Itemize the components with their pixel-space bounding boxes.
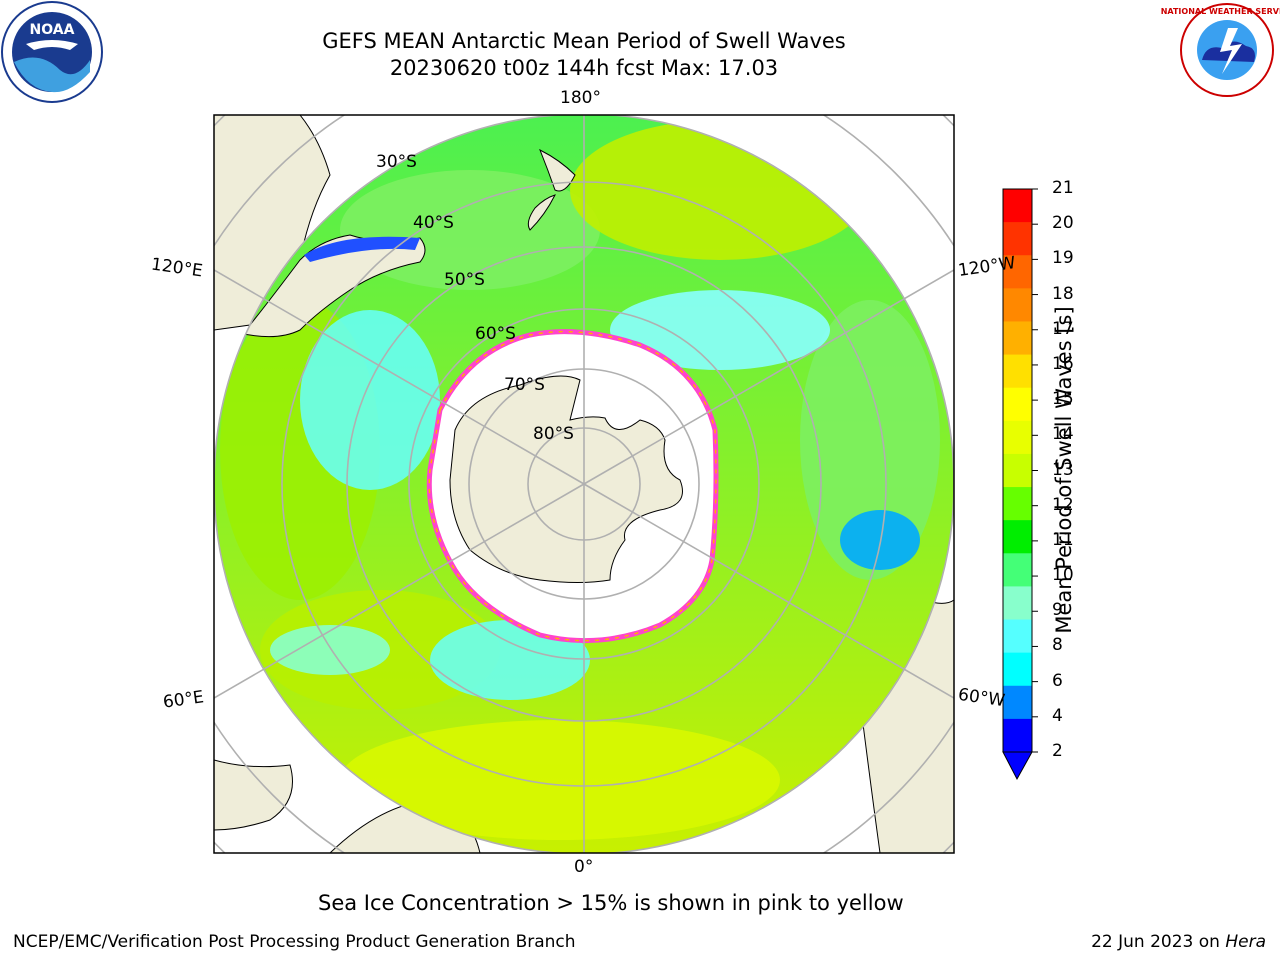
noaa-logo-icon: NOAA (1, 1, 103, 103)
footer-date: 22 Jun 2023 on Hera (1091, 932, 1266, 952)
nws-logo-text: NATIONAL WEATHER SERVICE (1161, 7, 1280, 16)
noaa-logo-text: NOAA (30, 22, 75, 38)
lon-label-180: 180° (560, 88, 601, 108)
lat-label-30s: 30°S (376, 152, 417, 172)
nws-logo-icon: NATIONAL WEATHER SERVICE (1161, 3, 1280, 97)
colorbar-segment (1003, 222, 1032, 256)
colorbar-extend-arrow (1002, 751, 1033, 781)
colorbar-tick-label: 19 (1052, 248, 1074, 269)
colorbar-segment (1003, 354, 1032, 389)
graticule (214, 115, 954, 853)
lat-label-60s: 60°S (475, 324, 516, 344)
colorbar-segment (1003, 520, 1032, 554)
colorbar-tick-label: 17 (1052, 318, 1074, 339)
colorbar-segment (1003, 718, 1032, 753)
colorbar-segment (1003, 685, 1032, 720)
chart-subtitle: 20230620 t00z 144h fcst Max: 17.03 (389, 56, 779, 80)
colorbar-title: Mean Period of Swell Waves [s] (1052, 306, 1076, 634)
map-area (214, 115, 954, 853)
colorbar-tick-label: 21 (1052, 178, 1074, 198)
colorbar-segment (1003, 288, 1032, 322)
footer-host: Hera (1225, 932, 1266, 952)
colorbar-tick-label: 18 (1052, 283, 1074, 304)
lat-label-40s: 40°S (413, 213, 454, 233)
sea-ice-caption: Sea Ice Concentration > 15% is shown in … (318, 891, 904, 915)
colorbar-tick-label: 12 (1052, 494, 1074, 515)
colorbar-segment (1003, 420, 1032, 455)
colorbar-segment (1003, 553, 1032, 587)
colorbar-tick-label: 10 (1052, 565, 1074, 586)
lat-label-80s: 80°S (533, 424, 574, 444)
colorbar-tick-label: 9 (1052, 600, 1063, 621)
map-frame (213, 114, 955, 854)
colorbar-tick-label: 2 (1052, 741, 1063, 761)
colorbar (1002, 188, 1038, 753)
colorbar-tick-label: 14 (1052, 424, 1074, 445)
colorbar-segment (1003, 255, 1032, 289)
lat-label-70s: 70°S (504, 375, 545, 395)
colorbar-tick-label: 6 (1052, 670, 1063, 691)
colorbar-segment (1003, 453, 1032, 488)
colorbar-segment (1003, 586, 1032, 621)
colorbar-tick-label: 8 (1052, 635, 1063, 656)
colorbar-segment (1003, 652, 1032, 687)
chart-title: GEFS MEAN Antarctic Mean Period of Swell… (322, 29, 846, 53)
lat-label-50s: 50°S (444, 270, 485, 290)
colorbar-tick-label: 11 (1052, 529, 1074, 550)
colorbar-tick-label: 20 (1052, 213, 1074, 234)
colorbar-segment (1003, 487, 1032, 521)
colorbar-tick-label: 13 (1052, 459, 1074, 480)
colorbar-segment (1003, 321, 1032, 356)
antarctica (449, 375, 683, 583)
colorbar-segment (1003, 189, 1032, 223)
footer-credit: NCEP/EMC/Verification Post Processing Pr… (13, 932, 576, 952)
colorbar-segment (1003, 387, 1032, 422)
footer-date-text: 22 Jun 2023 on (1091, 932, 1226, 952)
colorbar-segment (1003, 619, 1032, 654)
colorbar-tick-label: 15 (1052, 389, 1074, 410)
colorbar-tick-label: 16 (1052, 353, 1074, 374)
lon-label-0: 0° (574, 857, 594, 877)
colorbar-tick-label: 4 (1052, 705, 1063, 726)
